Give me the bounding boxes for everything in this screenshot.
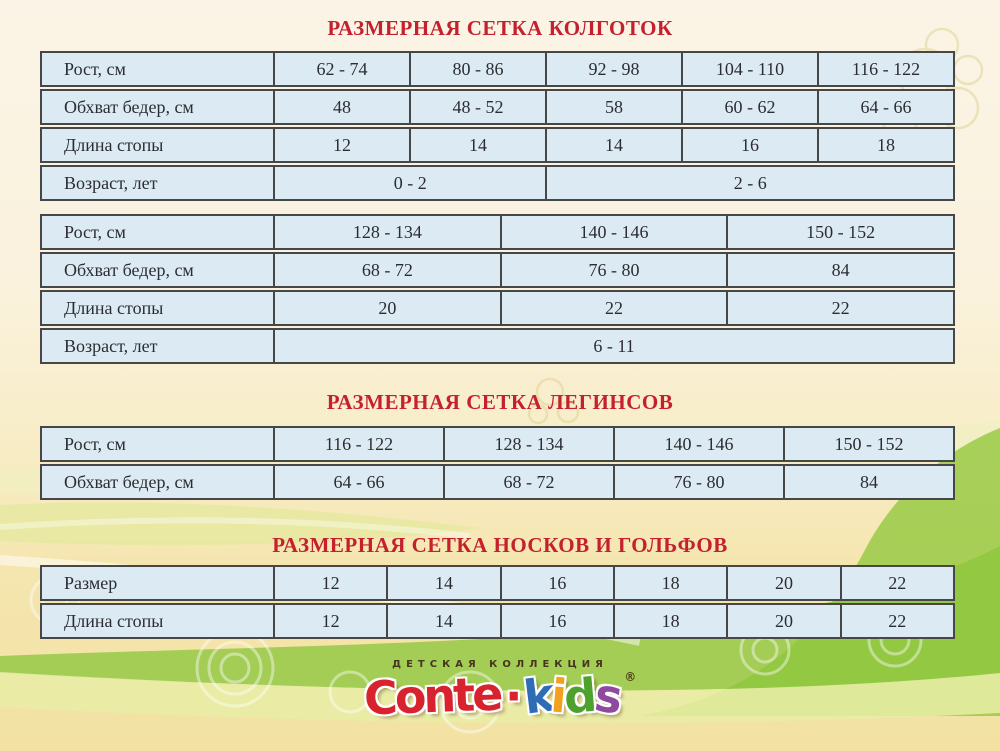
table-row: Рост, см 62 - 74 80 - 86 92 - 98 104 - 1… — [40, 51, 955, 87]
value-cell: 116 - 122 — [275, 428, 445, 460]
value-cell: 22 — [888, 572, 907, 593]
brand-word-conte: Conte — [362, 666, 501, 726]
row-label-cell: Размер — [42, 567, 275, 599]
brand-logo: ДЕТСКАЯ КОЛЛЕКЦИЯ Conte·kids® — [0, 659, 1000, 726]
value-cell: 128 - 134 — [275, 216, 502, 248]
value-cell: 68 - 72 — [445, 466, 615, 498]
brand-dot: · — [505, 669, 523, 723]
value-cell: 12 — [275, 129, 411, 161]
value-cell: 150 - 152 — [834, 433, 904, 454]
value-cell: 14 — [388, 605, 502, 637]
row-label-cell: Возраст, лет — [42, 330, 275, 362]
value-cell: 22 — [831, 297, 850, 318]
value-cell: 84 — [831, 259, 850, 280]
value-cell: 92 - 98 — [547, 53, 683, 85]
value-cell: 140 - 146 — [502, 216, 729, 248]
value-cell: 16 — [502, 567, 615, 599]
value-cell: 76 - 80 — [502, 254, 729, 286]
size-table-noski: Размер 12 14 16 18 20 22 Длина стопы 12 … — [40, 565, 955, 639]
value-cell: 58 — [547, 91, 683, 123]
value-cell: 20 — [728, 567, 842, 599]
value-cell: 16 — [683, 129, 819, 161]
value-cell: 22 — [888, 610, 907, 631]
value-cell: 48 - 52 — [411, 91, 547, 123]
table-row: Рост, см 128 - 134 140 - 146 150 - 152 — [40, 214, 955, 250]
value-cell: 14 — [411, 129, 547, 161]
section-title-leginsy: РАЗМЕРНАЯ СЕТКА ЛЕГИНСОВ — [326, 390, 674, 414]
table-row: Размер 12 14 16 18 20 22 — [40, 565, 955, 601]
row-label-cell: Обхват бедер, см — [42, 91, 275, 123]
row-label-cell: Длина стопы — [42, 292, 275, 324]
value-cell: 76 - 80 — [615, 466, 785, 498]
value-cell: 22 — [502, 292, 729, 324]
table-row: Длина стопы 12 14 14 16 18 — [40, 127, 955, 163]
value-cell: 84 — [860, 471, 878, 492]
value-cell: 64 - 66 — [275, 466, 445, 498]
table-row: Обхват бедер, см 48 48 - 52 58 60 - 62 6… — [40, 89, 955, 125]
value-cell: 16 — [502, 605, 615, 637]
value-cell: 104 - 110 — [683, 53, 819, 85]
row-label-cell: Возраст, лет — [42, 167, 275, 199]
row-label-cell: Рост, см — [42, 53, 275, 85]
value-cell: 62 - 74 — [275, 53, 411, 85]
value-cell: 80 - 86 — [411, 53, 547, 85]
table-row: Рост, см 116 - 122 128 - 134 140 - 146 1… — [40, 426, 955, 462]
table-row: Возраст, лет 6 - 11 — [40, 328, 955, 364]
table-row: Длина стопы 12 14 16 18 20 22 — [40, 603, 955, 639]
row-label-cell: Длина стопы — [42, 129, 275, 161]
value-cell: 14 — [388, 567, 502, 599]
size-table-kolgotki-small: Рост, см 62 - 74 80 - 86 92 - 98 104 - 1… — [40, 51, 955, 201]
value-cell: 18 — [615, 605, 729, 637]
value-cell: 18 — [877, 134, 895, 155]
table-row: Обхват бедер, см 68 - 72 76 - 80 84 — [40, 252, 955, 288]
value-cell: 12 — [275, 567, 389, 599]
section-title-noski: РАЗМЕРНАЯ СЕТКА НОСКОВ И ГОЛЬФОВ — [272, 533, 728, 557]
value-cell-merged: 2 - 6 — [733, 172, 767, 193]
value-cell: 140 - 146 — [615, 428, 785, 460]
row-label-cell: Обхват бедер, см — [42, 466, 275, 498]
registered-trademark-icon: ® — [624, 670, 637, 684]
value-cell-merged: 0 - 2 — [275, 167, 548, 199]
brand-letter-s: s — [591, 667, 626, 725]
value-cell: 12 — [275, 605, 389, 637]
row-label-cell: Рост, см — [42, 216, 275, 248]
table-row: Обхват бедер, см 64 - 66 68 - 72 76 - 80… — [40, 464, 955, 500]
table-row: Возраст, лет 0 - 2 2 - 6 — [40, 165, 955, 201]
value-cell: 128 - 134 — [445, 428, 615, 460]
row-label-cell: Рост, см — [42, 428, 275, 460]
value-cell: 64 - 66 — [860, 96, 912, 117]
value-cell: 20 — [728, 605, 842, 637]
value-cell-merged: 6 - 11 — [593, 335, 635, 356]
row-label-cell: Длина стопы — [42, 605, 275, 637]
row-label-cell: Обхват бедер, см — [42, 254, 275, 286]
value-cell: 116 - 122 — [851, 58, 921, 79]
size-table-kolgotki-big: Рост, см 128 - 134 140 - 146 150 - 152 О… — [40, 214, 955, 364]
brand-tagline: ДЕТСКАЯ КОЛЛЕКЦИЯ — [392, 659, 608, 670]
value-cell: 68 - 72 — [275, 254, 502, 286]
value-cell: 18 — [615, 567, 729, 599]
value-cell: 14 — [547, 129, 683, 161]
table-row: Длина стопы 20 22 22 — [40, 290, 955, 326]
value-cell: 20 — [275, 292, 502, 324]
value-cell: 48 — [275, 91, 411, 123]
brand-wordmark: Conte·kids® — [0, 666, 1000, 726]
size-table-leginsy: Рост, см 116 - 122 128 - 134 140 - 146 1… — [40, 426, 955, 500]
value-cell: 150 - 152 — [806, 221, 876, 242]
section-title-kolgotki: РАЗМЕРНАЯ СЕТКА КОЛГОТОК — [327, 16, 673, 40]
value-cell: 60 - 62 — [683, 91, 819, 123]
